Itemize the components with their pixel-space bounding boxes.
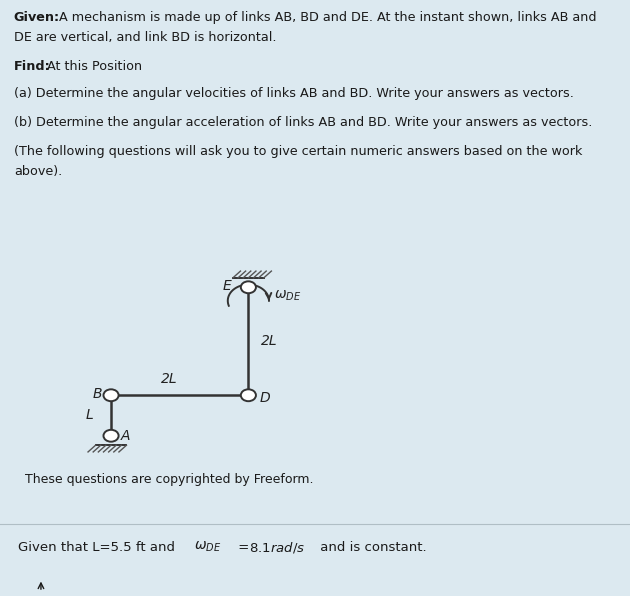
- Text: Given:: Given:: [14, 11, 60, 24]
- Text: Find:: Find:: [14, 60, 50, 73]
- Text: D: D: [260, 391, 270, 405]
- Text: E: E: [222, 279, 231, 293]
- Circle shape: [103, 389, 118, 401]
- Text: =: =: [234, 541, 253, 554]
- Text: $\omega_{DE}$: $\omega_{DE}$: [274, 288, 301, 303]
- Text: and is constant.: and is constant.: [316, 541, 427, 554]
- Text: A mechanism is made up of links AB, BD and DE. At the instant shown, links AB an: A mechanism is made up of links AB, BD a…: [59, 11, 597, 24]
- Text: L: L: [85, 408, 93, 423]
- Text: (The following questions will ask you to give certain numeric answers based on t: (The following questions will ask you to…: [14, 145, 582, 158]
- Text: (b) Determine the angular acceleration of links AB and BD. Write your answers as: (b) Determine the angular acceleration o…: [14, 116, 592, 129]
- Text: $8.1rad/s$: $8.1rad/s$: [249, 540, 305, 555]
- Text: A: A: [121, 429, 130, 443]
- Text: $\omega_{DE}$: $\omega_{DE}$: [194, 540, 221, 554]
- Text: 2L: 2L: [161, 372, 178, 386]
- Text: These questions are copyrighted by Freeform.: These questions are copyrighted by Freef…: [25, 473, 314, 486]
- Text: (a) Determine the angular velocities of links AB and BD. Write your answers as v: (a) Determine the angular velocities of …: [14, 88, 574, 100]
- Text: Given that L=5.5 ft and: Given that L=5.5 ft and: [18, 541, 179, 554]
- Circle shape: [241, 389, 256, 401]
- Text: DE are vertical, and link BD is horizontal.: DE are vertical, and link BD is horizont…: [14, 31, 277, 44]
- Circle shape: [103, 430, 118, 442]
- Circle shape: [241, 281, 256, 293]
- Text: above).: above).: [14, 164, 62, 178]
- Text: At this Position: At this Position: [47, 60, 142, 73]
- Text: B: B: [92, 387, 101, 401]
- Text: 2L: 2L: [261, 334, 278, 348]
